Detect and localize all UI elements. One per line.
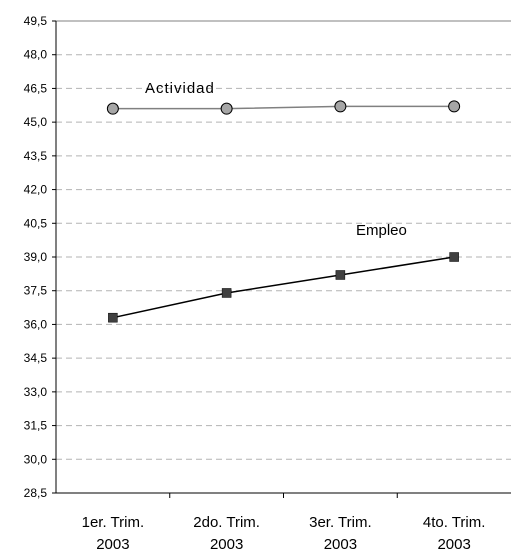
- y-tick-label: 49,5: [24, 14, 48, 28]
- y-tick-label: 37,5: [24, 284, 48, 298]
- y-tick-label: 36,0: [24, 317, 48, 331]
- y-tick-label: 39,0: [24, 250, 48, 264]
- y-tick-label: 46,5: [24, 81, 48, 95]
- data-point-actividad: [334, 100, 347, 113]
- y-tick-label: 33,0: [24, 385, 48, 399]
- y-tick-label: 48,0: [24, 48, 48, 62]
- x-tick-label: 3er. Trim. 2003: [309, 514, 372, 553]
- data-point-actividad: [448, 100, 461, 113]
- series-line-actividad: [112, 105, 455, 110]
- x-axis-ticks: 1er. Trim. 2003 2do. Trim. 2003 3er. Trim. 20…: [82, 493, 486, 553]
- y-axis-ticks: 28,5 30,0 31,5 33,0 34,5 36,0 37,5 39,0 40,5 42,0…: [24, 14, 56, 500]
- y-tick-label: 40,5: [24, 216, 48, 230]
- gridlines: [56, 54, 511, 460]
- data-point-actividad: [220, 102, 233, 115]
- y-tick-label: 42,0: [24, 183, 48, 197]
- data-point-empleo: [335, 270, 346, 280]
- axes: [55, 20, 511, 494]
- series-line-empleo: [112, 256, 455, 319]
- x-tick-label: 2do. Trim. 2003: [193, 514, 260, 553]
- x-tick-label: 4to. Trim. 2003: [423, 514, 486, 553]
- data-point-empleo: [449, 252, 459, 262]
- data-point-empleo: [108, 312, 118, 323]
- y-tick-label: 43,5: [24, 149, 48, 163]
- y-tick-label: 31,5: [24, 419, 48, 433]
- series-label-empleo: Empleo: [356, 222, 407, 239]
- y-tick-label: 28,5: [24, 486, 48, 500]
- data-point-actividad: [106, 102, 119, 115]
- series-labels: Actividad Empleo: [145, 80, 407, 239]
- y-tick-label: 34,5: [24, 351, 48, 365]
- series-layer: [106, 100, 461, 323]
- series-label-actividad: Actividad: [145, 80, 215, 97]
- y-tick-label: 45,0: [24, 115, 48, 129]
- x-tick-label: 1er. Trim. 2003: [82, 514, 145, 553]
- data-point-empleo: [221, 288, 232, 298]
- y-tick-label: 30,0: [24, 452, 48, 466]
